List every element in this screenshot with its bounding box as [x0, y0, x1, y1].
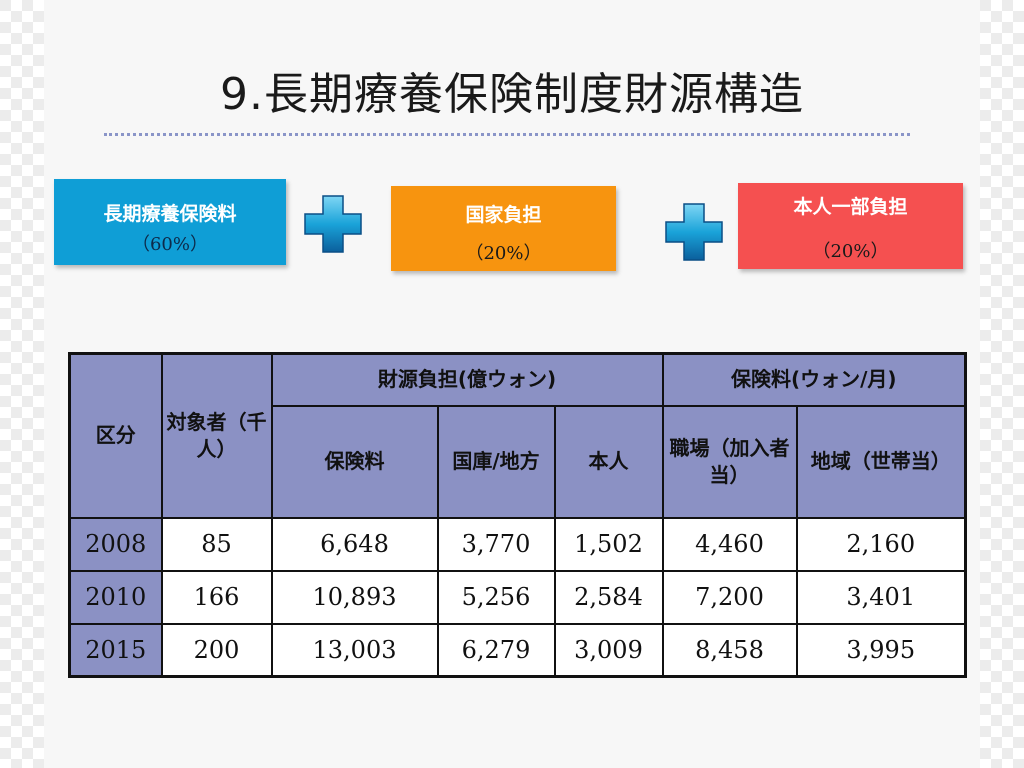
header-premium-group: 保険料(ウォン/月) — [661, 352, 967, 407]
header-region: 地域（世帯当） — [795, 404, 967, 519]
insurance-cell: 13,003 — [270, 622, 439, 678]
region-cell: 3,995 — [795, 622, 967, 678]
premium-share-percent: （60%） — [131, 234, 208, 255]
target-cell: 200 — [160, 622, 273, 678]
state-cell: 5,256 — [436, 569, 556, 625]
header-burden-group: 財源負担(億ウォン) — [270, 352, 664, 407]
self-cell: 2,584 — [553, 569, 664, 625]
workplace-cell: 8,458 — [661, 622, 798, 678]
table-row: 2015 200 13,003 6,279 3,009 8,458 3,995 — [68, 622, 967, 678]
header-insurance: 保険料 — [270, 404, 439, 519]
header-target: 対象者（千人） — [160, 352, 273, 519]
self-share-label: 本人一部負担 — [793, 196, 908, 218]
plus-icon — [665, 203, 723, 261]
workplace-cell: 7,200 — [661, 569, 798, 625]
self-share-percent: （20%） — [812, 241, 889, 262]
plus-icon — [304, 195, 362, 253]
page-title: 9.長期療養保険制度財源構造 — [220, 69, 804, 120]
target-cell: 85 — [160, 516, 273, 572]
target-cell: 166 — [160, 569, 273, 625]
header-category: 区分 — [68, 352, 163, 519]
finance-table: 区分 対象者（千人） 財源負担(億ウォン) 保険料(ウォン/月) 保険料 国庫/… — [68, 352, 967, 678]
state-share-percent: （20%） — [465, 243, 542, 264]
state-cell: 6,279 — [436, 622, 556, 678]
region-cell: 2,160 — [795, 516, 967, 572]
table-row: 2008 85 6,648 3,770 1,502 4,460 2,160 — [68, 516, 967, 572]
premium-share-label: 長期療養保険料 — [103, 203, 237, 225]
state-cell: 3,770 — [436, 516, 556, 572]
self-share-box: 本人一部負担 （20%） — [738, 183, 963, 269]
state-share-box: 国家負担 （20%） — [391, 186, 616, 271]
insurance-cell: 6,648 — [270, 516, 439, 572]
insurance-cell: 10,893 — [270, 569, 439, 625]
background-pattern-left — [0, 0, 44, 768]
state-share-label: 国家負担 — [465, 204, 542, 226]
year-cell: 2015 — [68, 622, 163, 678]
premium-share-box: 長期療養保険料 （60%） — [54, 179, 286, 265]
year-cell: 2008 — [68, 516, 163, 572]
year-cell: 2010 — [68, 569, 163, 625]
workplace-cell: 4,460 — [661, 516, 798, 572]
header-workplace: 職場（加入者当） — [661, 404, 798, 519]
header-state: 国庫/地方 — [436, 404, 556, 519]
table-row: 2010 166 10,893 5,256 2,584 7,200 3,401 — [68, 569, 967, 625]
header-self: 本人 — [553, 404, 664, 519]
background-pattern-right — [980, 0, 1024, 768]
self-cell: 3,009 — [553, 622, 664, 678]
self-cell: 1,502 — [553, 516, 664, 572]
region-cell: 3,401 — [795, 569, 967, 625]
title-divider — [104, 133, 910, 136]
